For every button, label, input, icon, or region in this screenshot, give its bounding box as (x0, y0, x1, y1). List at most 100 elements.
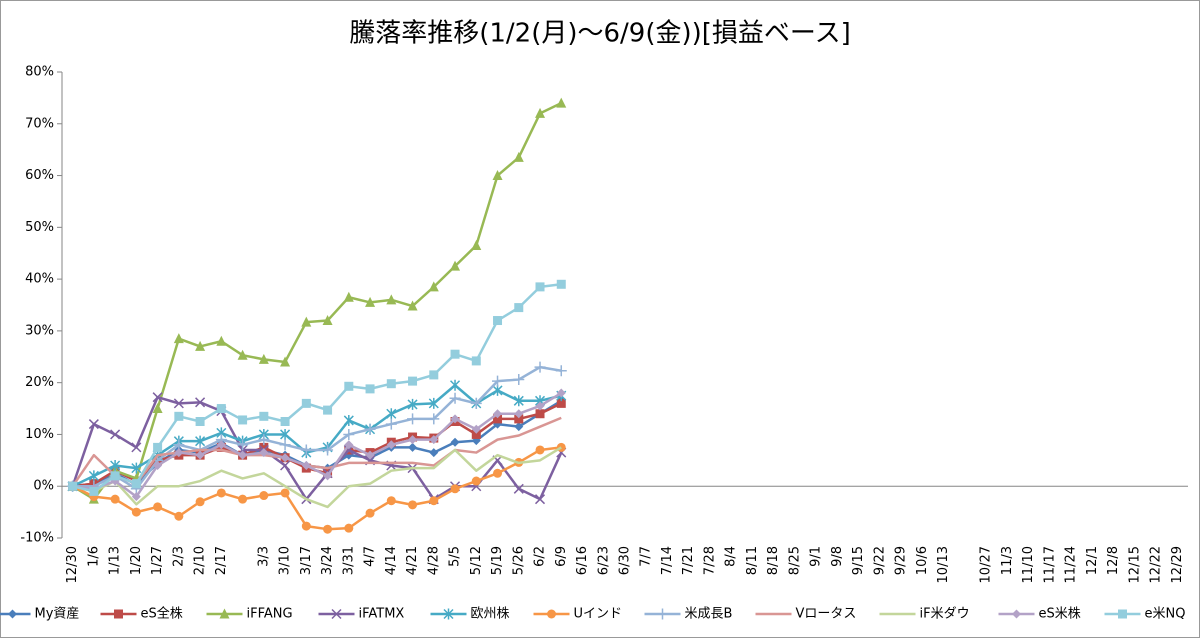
marker (195, 450, 205, 460)
x-tick-label: 6/30 (618, 546, 633, 575)
marker (344, 523, 354, 533)
marker (301, 316, 312, 327)
legend-label: 米成長B (685, 607, 733, 622)
marker (216, 440, 226, 450)
marker (535, 445, 545, 455)
legend-label: iF米ダウ (920, 607, 970, 622)
x-tick-label: 9/15 (851, 546, 866, 575)
y-tick-label: 80% (25, 65, 54, 80)
marker (259, 448, 269, 458)
marker (238, 494, 248, 504)
x-tick-label: 11/10 (1021, 546, 1036, 583)
x-tick-label: 1/27 (150, 546, 165, 575)
marker (131, 507, 141, 517)
marker (450, 414, 460, 424)
series-line (71, 101, 562, 501)
marker (174, 448, 184, 458)
chart-title: 騰落率推移(1/2(月)～6/9(金))[損益ベース] (349, 19, 851, 49)
x-tick-label: 2/10 (193, 546, 208, 575)
marker (450, 484, 460, 494)
marker (471, 429, 481, 439)
marker (450, 260, 461, 271)
marker (216, 404, 226, 414)
x-tick-label: 12/1 (1085, 546, 1100, 575)
marker (365, 450, 375, 460)
legend-label: 欧州株 (471, 607, 510, 622)
marker (1118, 609, 1127, 619)
x-tick-label: 1/20 (129, 546, 144, 575)
x-tick-label: 3/24 (320, 546, 335, 575)
marker (258, 353, 269, 364)
marker (556, 97, 567, 108)
marker (443, 608, 454, 620)
marker (259, 411, 269, 421)
marker (173, 398, 184, 409)
legend-label: iFFANG (247, 607, 293, 622)
x-tick-label: 1/13 (108, 546, 123, 575)
marker (471, 239, 482, 250)
marker (280, 488, 290, 498)
marker (279, 439, 291, 451)
x-tick-label: 12/8 (1106, 546, 1121, 575)
marker (301, 398, 311, 408)
marker (386, 379, 396, 389)
legend-label: My資産 (35, 606, 80, 622)
marker (259, 442, 269, 452)
marker (153, 461, 163, 471)
x-tick-label: 11/17 (1042, 546, 1057, 583)
x-tick-label: 9/22 (872, 546, 887, 575)
marker (238, 415, 248, 425)
x-tick-label: 4/28 (426, 546, 441, 575)
legend-label: eS米株 (1039, 607, 1081, 622)
y-tick-label: 30% (25, 323, 54, 338)
x-tick-label: 12/29 (1170, 546, 1185, 583)
marker (407, 398, 418, 410)
x-tick-label: 6/9 (554, 546, 569, 567)
marker (535, 401, 545, 411)
marker (88, 419, 99, 430)
marker (408, 376, 418, 386)
x-tick-label: 12/15 (1127, 546, 1142, 583)
marker (493, 409, 503, 419)
marker (493, 414, 503, 424)
x-tick-label: 8/25 (787, 546, 802, 575)
x-tick-label: 1/6 (86, 546, 101, 567)
x-tick-label: 11/24 (1064, 546, 1079, 583)
marker (513, 151, 524, 162)
x-tick-label: 6/2 (533, 546, 548, 567)
marker (258, 434, 270, 446)
marker (386, 440, 396, 450)
marker (555, 365, 567, 377)
marker (534, 361, 546, 373)
marker (131, 462, 142, 474)
marker (535, 409, 545, 419)
marker (322, 315, 333, 326)
marker (513, 395, 524, 407)
marker (493, 468, 503, 478)
marker (535, 107, 546, 118)
marker (408, 442, 418, 452)
marker (514, 303, 524, 313)
legend-label: Vロータス (796, 607, 857, 622)
marker (365, 384, 375, 394)
marker (657, 608, 668, 620)
marker (429, 370, 439, 380)
marker (195, 397, 206, 408)
marker (556, 398, 566, 408)
marker (259, 491, 269, 501)
y-tick-label: 50% (25, 220, 54, 235)
x-tick-label: 5/26 (511, 546, 526, 575)
marker (471, 476, 481, 486)
x-tick-label: 10/6 (915, 546, 930, 575)
marker (68, 481, 78, 491)
marker (280, 356, 291, 367)
marker (174, 511, 184, 521)
marker (449, 392, 461, 404)
x-tick-label: 5/19 (490, 546, 505, 575)
marker (471, 356, 481, 366)
marker (365, 296, 376, 307)
marker (343, 414, 354, 426)
marker (110, 494, 120, 504)
marker (280, 460, 291, 471)
